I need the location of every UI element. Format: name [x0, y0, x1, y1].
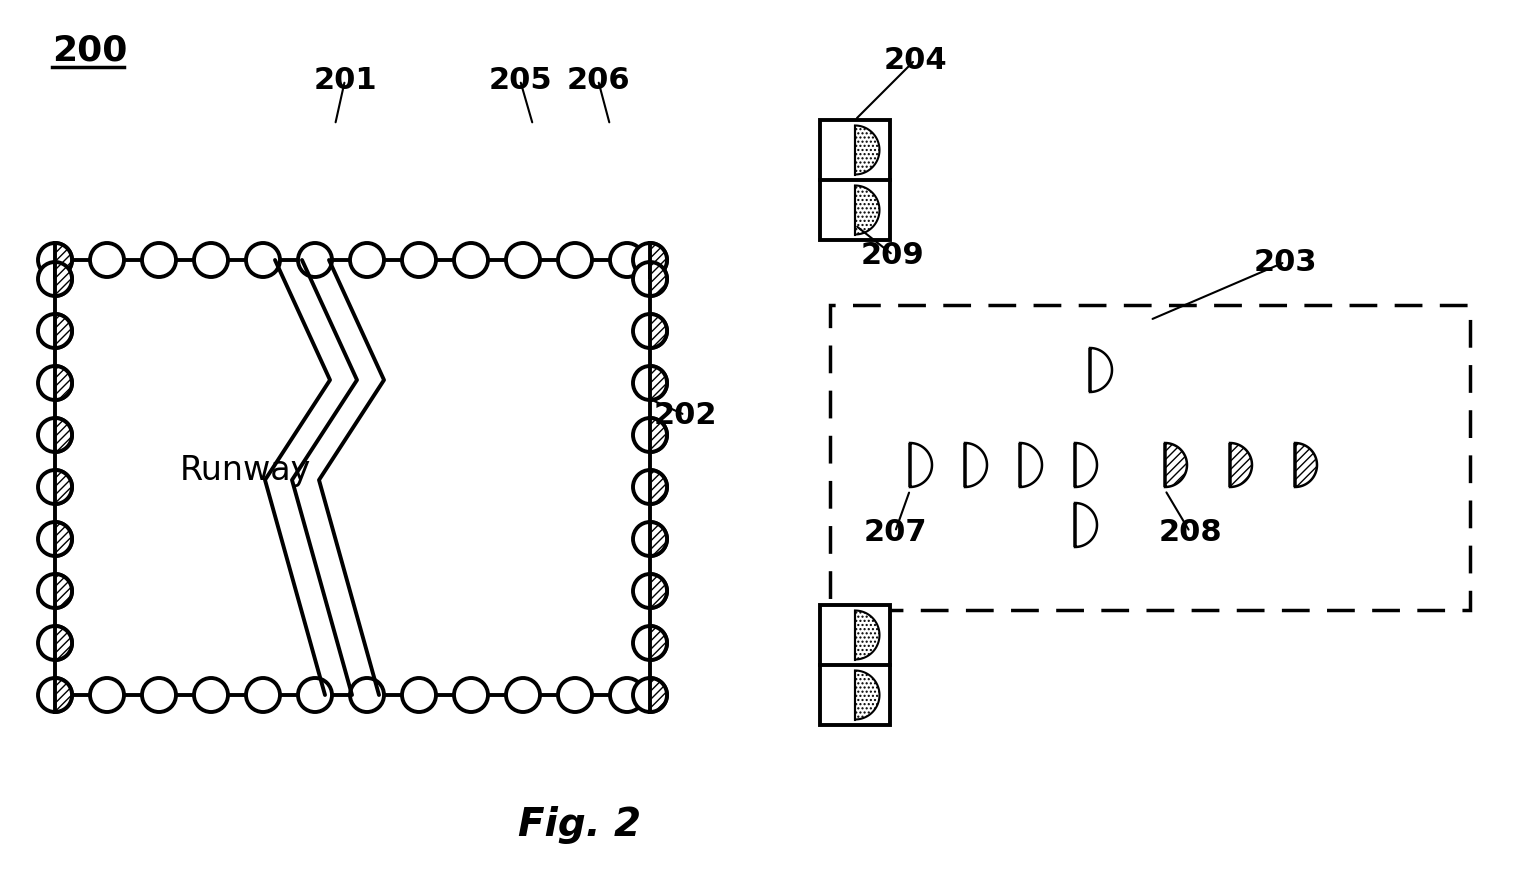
- Circle shape: [610, 243, 643, 277]
- Circle shape: [633, 678, 668, 712]
- Circle shape: [38, 678, 72, 712]
- Circle shape: [633, 314, 668, 348]
- Circle shape: [633, 522, 668, 556]
- Circle shape: [610, 678, 643, 712]
- Text: 205: 205: [487, 65, 552, 94]
- Circle shape: [38, 243, 72, 277]
- Text: Fig. 2: Fig. 2: [518, 806, 642, 844]
- Circle shape: [350, 243, 384, 277]
- Polygon shape: [649, 678, 668, 712]
- Polygon shape: [55, 678, 72, 712]
- Text: 202: 202: [654, 400, 717, 429]
- Polygon shape: [1076, 443, 1097, 487]
- Polygon shape: [55, 574, 72, 608]
- Polygon shape: [1021, 443, 1042, 487]
- Polygon shape: [55, 262, 72, 296]
- Circle shape: [38, 366, 72, 400]
- Circle shape: [142, 678, 176, 712]
- Circle shape: [633, 470, 668, 504]
- Polygon shape: [856, 671, 880, 720]
- Circle shape: [633, 262, 668, 296]
- Polygon shape: [649, 626, 668, 660]
- Circle shape: [298, 243, 332, 277]
- Circle shape: [38, 626, 72, 660]
- Polygon shape: [55, 243, 72, 277]
- Circle shape: [298, 678, 332, 712]
- Polygon shape: [911, 443, 932, 487]
- Polygon shape: [649, 574, 668, 608]
- Polygon shape: [649, 262, 668, 296]
- Text: 206: 206: [567, 65, 630, 94]
- Polygon shape: [856, 186, 880, 234]
- Circle shape: [90, 243, 124, 277]
- Polygon shape: [1230, 443, 1251, 487]
- Polygon shape: [649, 366, 668, 400]
- Bar: [821, 605, 889, 725]
- Circle shape: [633, 418, 668, 452]
- Text: 204: 204: [883, 46, 947, 75]
- Polygon shape: [1076, 503, 1097, 547]
- Circle shape: [633, 366, 668, 400]
- Polygon shape: [649, 314, 668, 348]
- Circle shape: [38, 470, 72, 504]
- Text: 208: 208: [1158, 517, 1222, 546]
- Circle shape: [90, 678, 124, 712]
- Circle shape: [454, 243, 487, 277]
- Text: 200: 200: [52, 33, 127, 67]
- Circle shape: [454, 678, 487, 712]
- Circle shape: [633, 243, 668, 277]
- Circle shape: [246, 243, 280, 277]
- Circle shape: [38, 262, 72, 296]
- Polygon shape: [55, 366, 72, 400]
- Circle shape: [194, 678, 228, 712]
- Polygon shape: [1089, 348, 1112, 392]
- Circle shape: [506, 243, 539, 277]
- Text: 203: 203: [1253, 247, 1317, 276]
- Circle shape: [633, 626, 668, 660]
- Circle shape: [38, 314, 72, 348]
- Bar: [830, 305, 1470, 610]
- Polygon shape: [649, 418, 668, 452]
- Polygon shape: [55, 418, 72, 452]
- Circle shape: [402, 243, 435, 277]
- Bar: [821, 120, 889, 240]
- Circle shape: [38, 522, 72, 556]
- Circle shape: [194, 243, 228, 277]
- Polygon shape: [1164, 443, 1187, 487]
- Circle shape: [246, 678, 280, 712]
- Circle shape: [38, 418, 72, 452]
- Polygon shape: [649, 522, 668, 556]
- Circle shape: [633, 574, 668, 608]
- Polygon shape: [1296, 443, 1317, 487]
- Polygon shape: [649, 470, 668, 504]
- Text: 201: 201: [313, 65, 377, 94]
- Circle shape: [558, 243, 591, 277]
- Text: 207: 207: [863, 517, 927, 546]
- Circle shape: [402, 678, 435, 712]
- Polygon shape: [55, 314, 72, 348]
- Polygon shape: [55, 470, 72, 504]
- Circle shape: [506, 678, 539, 712]
- Circle shape: [558, 678, 591, 712]
- Polygon shape: [856, 126, 880, 174]
- Polygon shape: [856, 611, 880, 659]
- Text: 209: 209: [862, 240, 924, 269]
- Circle shape: [38, 574, 72, 608]
- Text: Runway: Runway: [180, 453, 312, 487]
- Polygon shape: [55, 626, 72, 660]
- Polygon shape: [55, 522, 72, 556]
- Polygon shape: [649, 243, 668, 277]
- Circle shape: [142, 243, 176, 277]
- Circle shape: [350, 678, 384, 712]
- Polygon shape: [966, 443, 987, 487]
